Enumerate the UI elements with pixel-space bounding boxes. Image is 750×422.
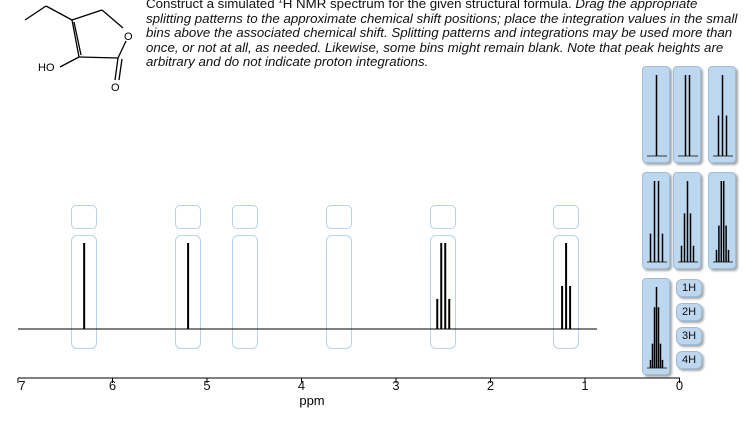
pattern-icon-doublet bbox=[678, 75, 698, 157]
pattern-icon-sextet bbox=[713, 181, 733, 263]
splitting-bin[interactable] bbox=[71, 235, 98, 349]
instructions-text: Construct a simulated 1H NMR spectrum fo… bbox=[146, 0, 746, 70]
pattern-tile-quartet[interactable] bbox=[642, 172, 670, 269]
splitting-bin[interactable] bbox=[430, 235, 457, 349]
splitting-bin[interactable] bbox=[326, 235, 353, 349]
tick-label: 0 bbox=[675, 378, 684, 393]
pattern-icon-septet bbox=[647, 287, 667, 369]
instructions-italic: Drag the appropriate splitting patterns … bbox=[146, 0, 738, 70]
pattern-tile-sextet[interactable] bbox=[708, 172, 736, 269]
integration-bin[interactable] bbox=[430, 205, 457, 229]
integration-bin[interactable] bbox=[175, 205, 202, 229]
splitting-bin[interactable] bbox=[553, 235, 580, 349]
tick-label: 1 bbox=[581, 378, 589, 393]
pattern-tile-triplet[interactable] bbox=[708, 66, 736, 163]
pattern-tile-singlet[interactable] bbox=[642, 66, 670, 163]
integration-chip[interactable]: 4H bbox=[676, 351, 702, 369]
axis-ticks bbox=[17, 378, 680, 383]
nucleus-superscript: 1 bbox=[278, 0, 283, 5]
structural-formula: O HO O bbox=[24, 5, 133, 94]
integration-chip[interactable]: 3H bbox=[676, 327, 702, 345]
ring-oxygen-label: O bbox=[124, 31, 133, 43]
pattern-tile-doublet[interactable] bbox=[673, 66, 701, 163]
hydroxyl-label: HO bbox=[38, 62, 55, 74]
pattern-icon-pentet bbox=[678, 181, 698, 263]
tick-label: 4 bbox=[297, 378, 306, 393]
pattern-icon-quartet bbox=[647, 181, 667, 263]
splitting-bin[interactable] bbox=[231, 235, 258, 349]
integration-bin[interactable] bbox=[231, 205, 258, 229]
tick-label: 2 bbox=[486, 378, 495, 393]
tick-label: 5 bbox=[203, 378, 211, 393]
integration-bin[interactable] bbox=[71, 205, 98, 229]
axis-title: ppm bbox=[299, 393, 325, 408]
integration-bin[interactable] bbox=[553, 205, 580, 229]
pattern-tile-septet[interactable] bbox=[642, 278, 670, 375]
integration-chip[interactable]: 1H bbox=[676, 279, 702, 297]
instructions-plain-a: Construct a simulated bbox=[146, 0, 279, 11]
pattern-tile-pentet[interactable] bbox=[673, 172, 701, 269]
tick-label: 7 bbox=[18, 378, 26, 393]
integration-bin[interactable] bbox=[326, 205, 353, 229]
splitting-bin[interactable] bbox=[175, 235, 202, 349]
pattern-icon-singlet bbox=[647, 75, 667, 157]
integration-chip[interactable]: 2H bbox=[676, 303, 702, 321]
instructions-plain-b: H NMR spectrum for the given structural … bbox=[282, 0, 576, 11]
tick-label: 6 bbox=[108, 378, 117, 393]
carbonyl-oxygen-label: O bbox=[111, 82, 120, 94]
tick-label: 3 bbox=[392, 378, 400, 393]
pattern-icon-triplet bbox=[713, 75, 733, 157]
